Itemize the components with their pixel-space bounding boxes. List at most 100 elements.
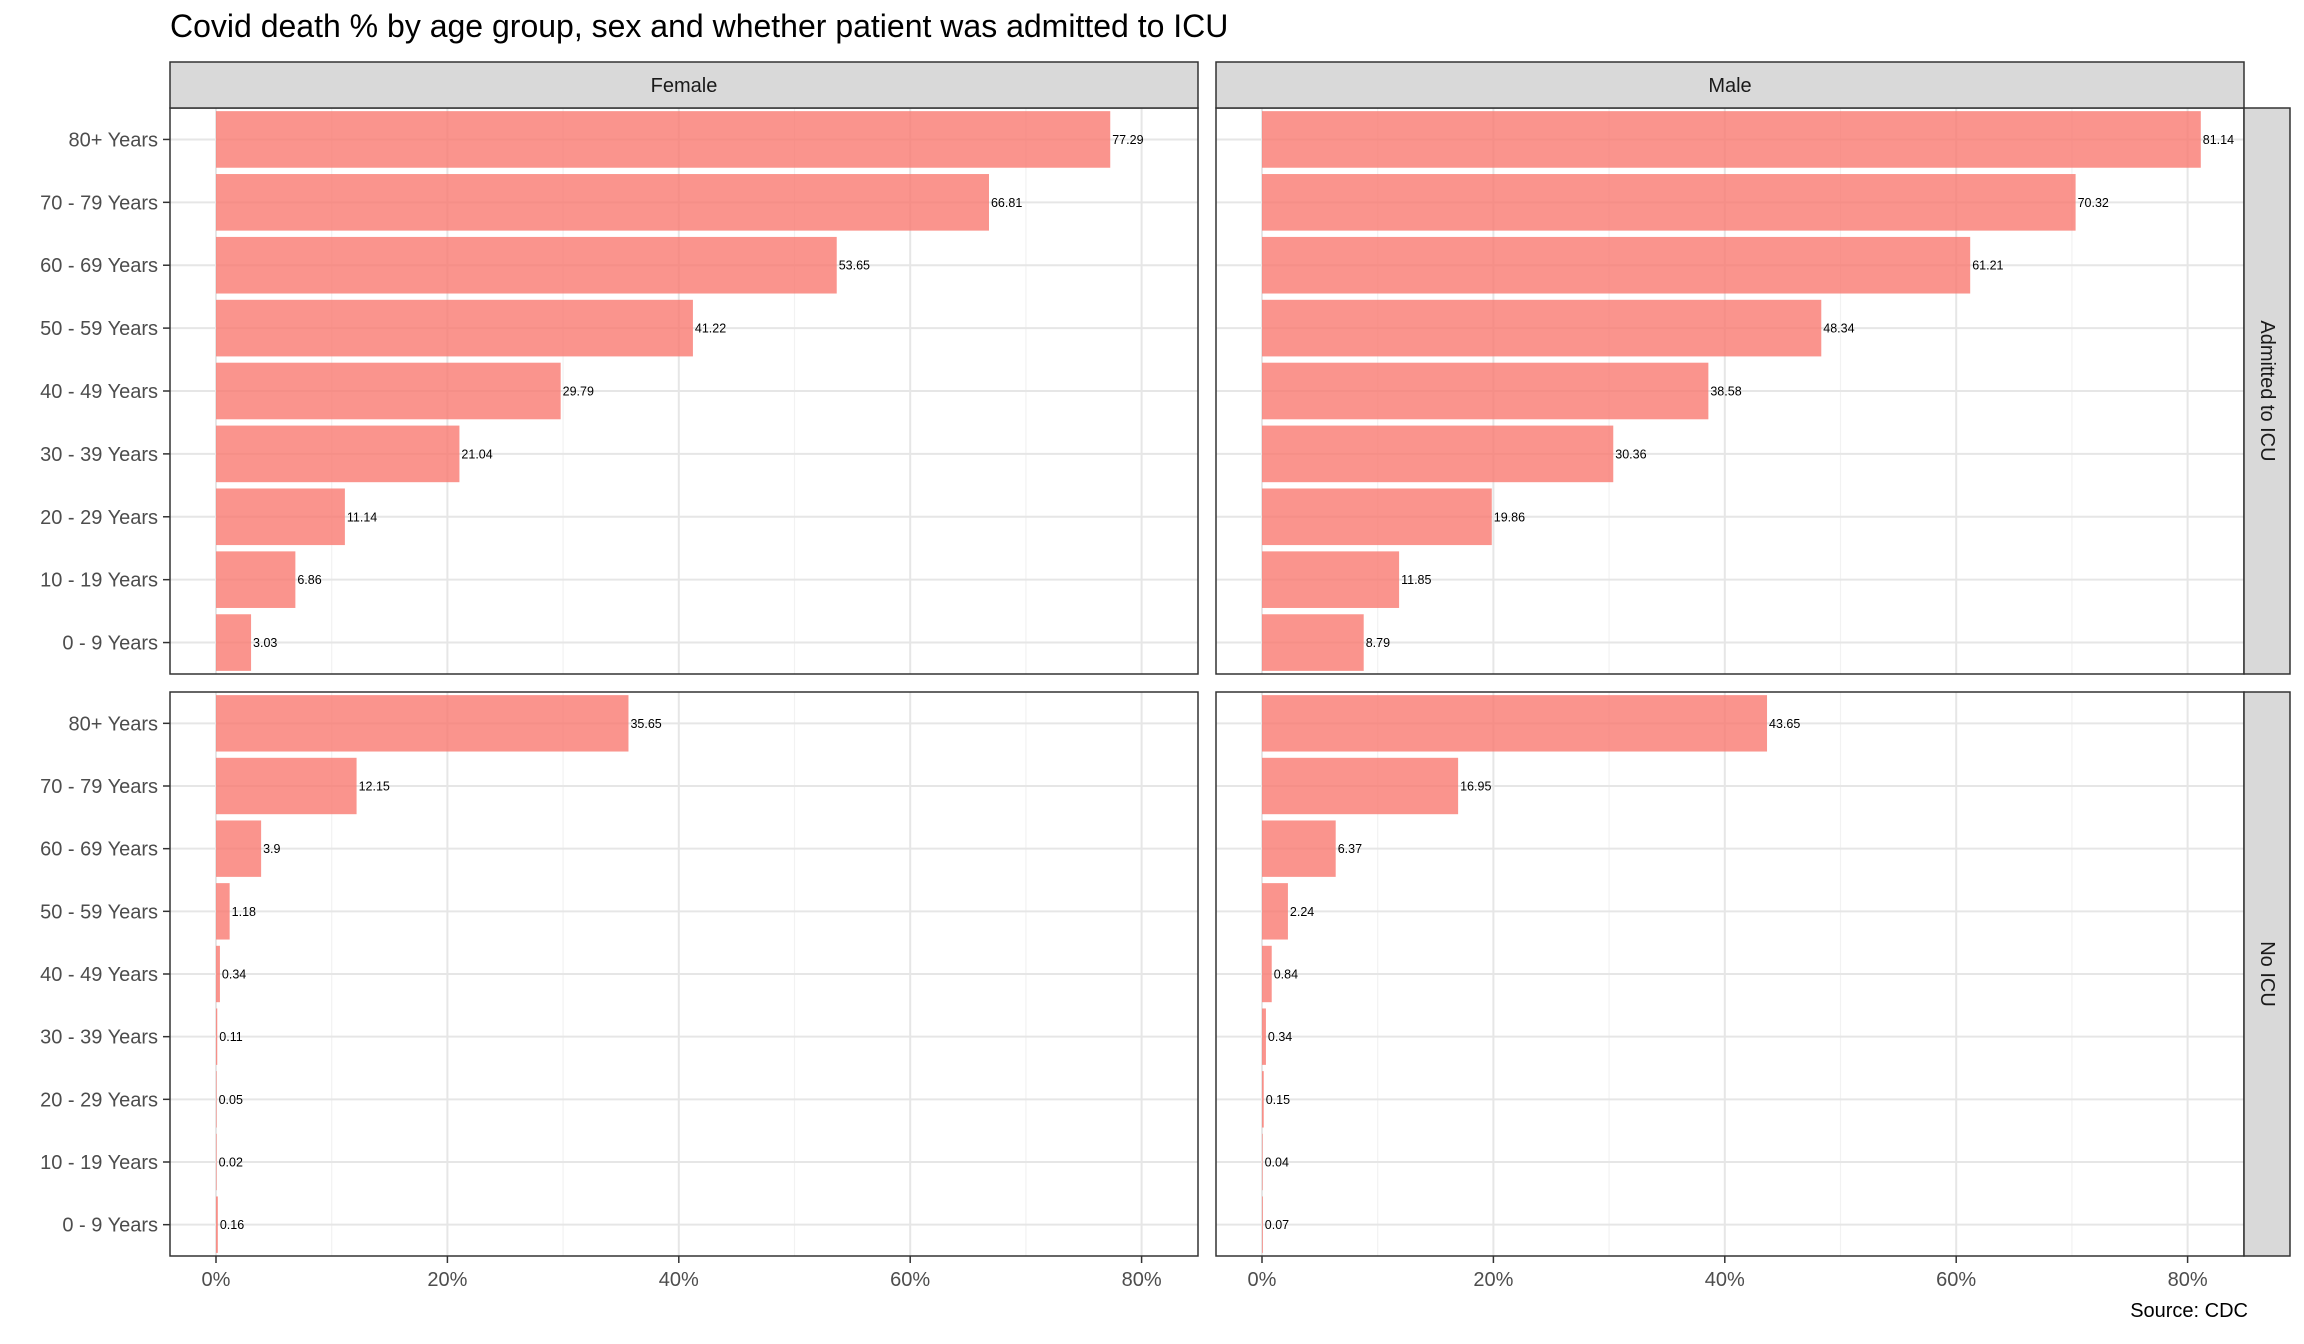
bar-value-label: 11.85 (1401, 573, 1431, 587)
bar-value-label: 0.84 (1274, 968, 1298, 982)
bar-value-label: 16.95 (1460, 780, 1491, 794)
y-tick-label: 40 - 49 Years (40, 964, 158, 986)
bar-value-label: 43.65 (1769, 717, 1800, 731)
bar-value-label: 70.32 (2078, 196, 2109, 210)
bar-female-5 (216, 883, 230, 940)
y-tick-label: 30 - 39 Years (40, 444, 158, 466)
facet-label: No ICU (2256, 941, 2278, 1007)
bar-value-label: 0.11 (219, 1030, 242, 1044)
bar-male-8 (1262, 695, 1768, 752)
bar-value-label: 81.14 (2203, 133, 2234, 147)
x-tick-label: 20% (1473, 1269, 1513, 1291)
bar-female-2 (216, 1071, 217, 1128)
bar-value-label: 0.07 (1265, 1218, 1289, 1232)
bar-value-label: 38.58 (1710, 385, 1741, 399)
facet-strip-male (1215, 61, 2245, 109)
bar-value-label: 3.9 (263, 842, 280, 856)
bar-value-label: 29.79 (563, 385, 594, 399)
x-tick-label: 60% (1936, 1269, 1976, 1291)
bar-value-label: 0.34 (1268, 1030, 1292, 1044)
x-tick-label: 40% (659, 1269, 699, 1291)
bar-female-0 (216, 614, 252, 671)
y-tick-label: 70 - 79 Years (40, 192, 158, 214)
bar-male-5 (1262, 883, 1288, 940)
bar-value-label: 48.34 (1823, 322, 1854, 336)
bar-male-0 (1262, 1196, 1263, 1253)
bar-value-label: 0.34 (222, 968, 246, 982)
y-tick-label: 80+ Years (68, 713, 158, 735)
bar-male-6 (1262, 820, 1336, 877)
bar-value-label: 6.86 (297, 573, 321, 587)
bar-value-label: 21.04 (461, 447, 492, 461)
bar-female-3 (216, 425, 460, 483)
y-tick-label: 40 - 49 Years (40, 381, 158, 403)
bar-female-8 (216, 695, 629, 752)
facet-strip-female (169, 61, 1199, 109)
bar-value-label: 0.05 (219, 1093, 243, 1107)
y-tick-label: 70 - 79 Years (40, 776, 158, 798)
bar-value-label: 0.16 (220, 1218, 244, 1232)
bar-female-6 (216, 820, 262, 877)
bar-male-0 (1262, 614, 1364, 671)
bar-female-7 (216, 174, 989, 231)
y-tick-label: 60 - 69 Years (40, 255, 158, 277)
y-tick-label: 60 - 69 Years (40, 839, 158, 861)
bar-value-label: 8.79 (1366, 636, 1390, 650)
x-tick-label: 40% (1705, 1269, 1745, 1291)
facet-label: Admitted to ICU (2256, 320, 2278, 461)
bar-male-5 (1262, 299, 1822, 357)
y-tick-label: 10 - 19 Years (40, 570, 158, 592)
bar-value-label: 53.65 (839, 259, 870, 273)
bar-male-3 (1262, 1008, 1266, 1065)
bar-male-1 (1262, 1133, 1263, 1191)
bar-female-4 (216, 362, 561, 420)
bar-male-6 (1262, 236, 1971, 294)
facet-label: Male (1708, 75, 1751, 97)
x-tick-label: 20% (427, 1269, 467, 1291)
bar-male-2 (1262, 488, 1492, 546)
bar-value-label: 1.18 (232, 905, 256, 919)
y-tick-label: 50 - 59 Years (40, 318, 158, 340)
y-tick-label: 0 - 9 Years (62, 633, 158, 655)
y-tick-label: 20 - 29 Years (40, 507, 158, 529)
x-tick-label: 60% (890, 1269, 930, 1291)
y-tick-label: 80+ Years (68, 129, 158, 151)
bar-value-label: 30.36 (1615, 447, 1646, 461)
facet-strip-row-1 (2243, 691, 2291, 1257)
bar-female-1 (216, 1133, 217, 1191)
bar-female-3 (216, 1008, 218, 1065)
facet-label: Female (651, 75, 718, 97)
bar-value-label: 61.21 (1972, 259, 2003, 273)
bar-male-8 (1262, 111, 2201, 168)
bar-value-label: 0.02 (219, 1156, 243, 1170)
y-tick-label: 30 - 39 Years (40, 1027, 158, 1049)
x-tick-label: 80% (1122, 1269, 1162, 1291)
bar-value-label: 41.22 (695, 322, 726, 336)
bar-male-2 (1262, 1071, 1264, 1128)
bar-male-7 (1262, 757, 1459, 815)
bar-value-label: 12.15 (359, 780, 390, 794)
bar-value-label: 11.14 (347, 510, 377, 524)
bar-female-5 (216, 299, 693, 357)
bar-female-6 (216, 236, 837, 294)
bar-female-8 (216, 111, 1111, 168)
bar-male-4 (1262, 362, 1709, 420)
bar-value-label: 0.04 (1265, 1156, 1289, 1170)
bar-female-7 (216, 757, 357, 815)
facet-strip-row-0 (2243, 107, 2291, 675)
bar-value-label: 77.29 (1112, 133, 1143, 147)
y-tick-label: 50 - 59 Years (40, 901, 158, 923)
bar-value-label: 19.86 (1494, 510, 1525, 524)
y-tick-label: 10 - 19 Years (40, 1152, 158, 1174)
x-tick-label: 0% (202, 1269, 231, 1291)
bar-male-4 (1262, 945, 1272, 1003)
bar-male-7 (1262, 174, 2076, 231)
bar-male-1 (1262, 551, 1400, 608)
bar-female-0 (216, 1196, 218, 1253)
bar-male-3 (1262, 425, 1614, 483)
x-tick-label: 0% (1248, 1269, 1277, 1291)
bar-value-label: 6.37 (1338, 842, 1362, 856)
bar-value-label: 66.81 (991, 196, 1022, 210)
bar-female-4 (216, 945, 220, 1003)
